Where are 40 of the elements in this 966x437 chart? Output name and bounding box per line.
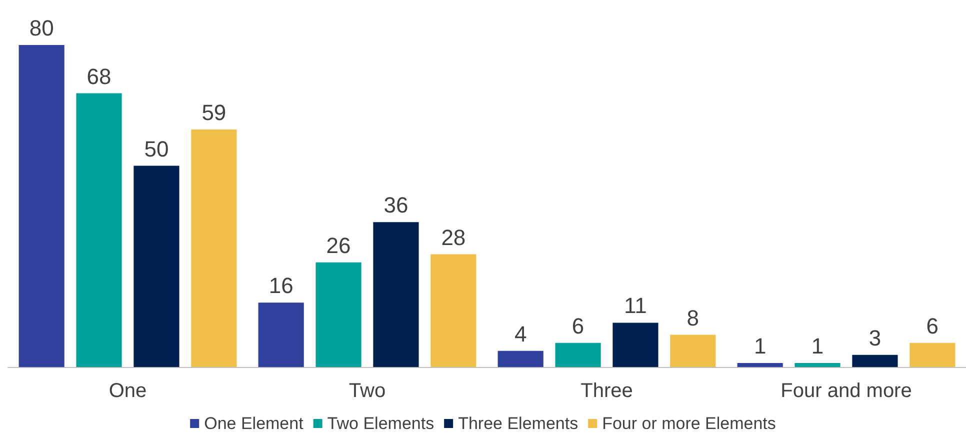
bar <box>612 322 658 367</box>
bar <box>555 342 601 367</box>
bar <box>910 342 956 367</box>
bar <box>430 254 476 367</box>
legend-label: One Element <box>204 414 304 433</box>
bar <box>18 45 64 367</box>
data-label: 6 <box>926 313 939 338</box>
data-label: 80 <box>29 16 54 40</box>
legend-label: Four or more Elements <box>602 414 776 433</box>
data-label: 50 <box>144 136 169 162</box>
x-tick-label: Two <box>348 380 386 402</box>
bar <box>258 302 304 367</box>
data-label: 28 <box>441 224 466 250</box>
data-label: 68 <box>86 64 112 89</box>
bar <box>794 362 840 367</box>
data-label: 3 <box>868 325 882 350</box>
x-tick-label: Four and more <box>780 380 912 402</box>
data-label: 1 <box>754 333 766 358</box>
x-tick-label: One <box>108 380 147 402</box>
bar <box>191 130 237 367</box>
data-label: 36 <box>384 192 408 218</box>
data-label: 59 <box>202 100 226 126</box>
bar <box>498 350 544 367</box>
bar <box>670 334 716 367</box>
legend-label: Two Elements <box>327 414 434 433</box>
data-label: 26 <box>326 232 351 258</box>
data-label: 6 <box>572 313 584 338</box>
bar <box>852 354 898 367</box>
data-label: 1 <box>811 333 824 358</box>
data-label: 16 <box>268 273 294 298</box>
bar <box>373 222 419 367</box>
data-label: 8 <box>686 305 700 330</box>
x-tick-label: Three <box>580 380 633 402</box>
bar <box>737 362 783 367</box>
data-label: 11 <box>624 293 647 318</box>
bar <box>76 93 122 367</box>
bar <box>134 166 180 367</box>
bar <box>316 262 362 367</box>
legend-label: Three Elements <box>458 414 578 433</box>
data-label: 4 <box>514 321 527 346</box>
